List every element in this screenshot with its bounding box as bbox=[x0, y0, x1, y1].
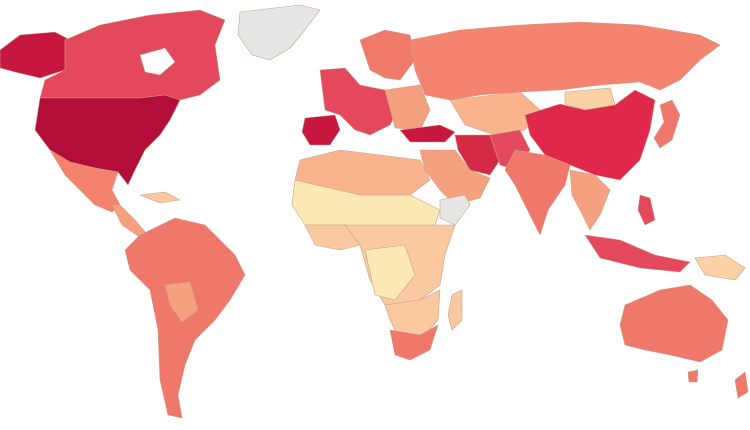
australia bbox=[619, 284, 729, 363]
spain bbox=[301, 114, 341, 146]
arabia bbox=[419, 149, 491, 206]
hudson-bay bbox=[139, 47, 176, 76]
canada bbox=[39, 9, 226, 101]
philippines bbox=[637, 194, 656, 226]
turkey bbox=[399, 124, 456, 143]
bolivia-paraguay bbox=[164, 281, 199, 323]
madagascar bbox=[447, 289, 463, 331]
southeast-asia bbox=[569, 169, 611, 231]
eastern-europe bbox=[384, 84, 431, 131]
central-asia bbox=[449, 91, 541, 136]
west-africa bbox=[304, 224, 361, 251]
new-zealand bbox=[734, 371, 749, 399]
japan bbox=[653, 99, 681, 149]
indonesia bbox=[584, 234, 691, 273]
scandinavia bbox=[359, 29, 416, 81]
congo bbox=[364, 244, 416, 301]
western-europe bbox=[319, 67, 401, 136]
india bbox=[504, 149, 571, 236]
papua bbox=[694, 254, 746, 281]
south-africa bbox=[389, 324, 439, 361]
central-america bbox=[111, 204, 146, 237]
caribbean bbox=[139, 191, 181, 204]
tasmania bbox=[687, 369, 699, 383]
horn-of-africa bbox=[439, 194, 471, 226]
greenland bbox=[237, 4, 321, 61]
